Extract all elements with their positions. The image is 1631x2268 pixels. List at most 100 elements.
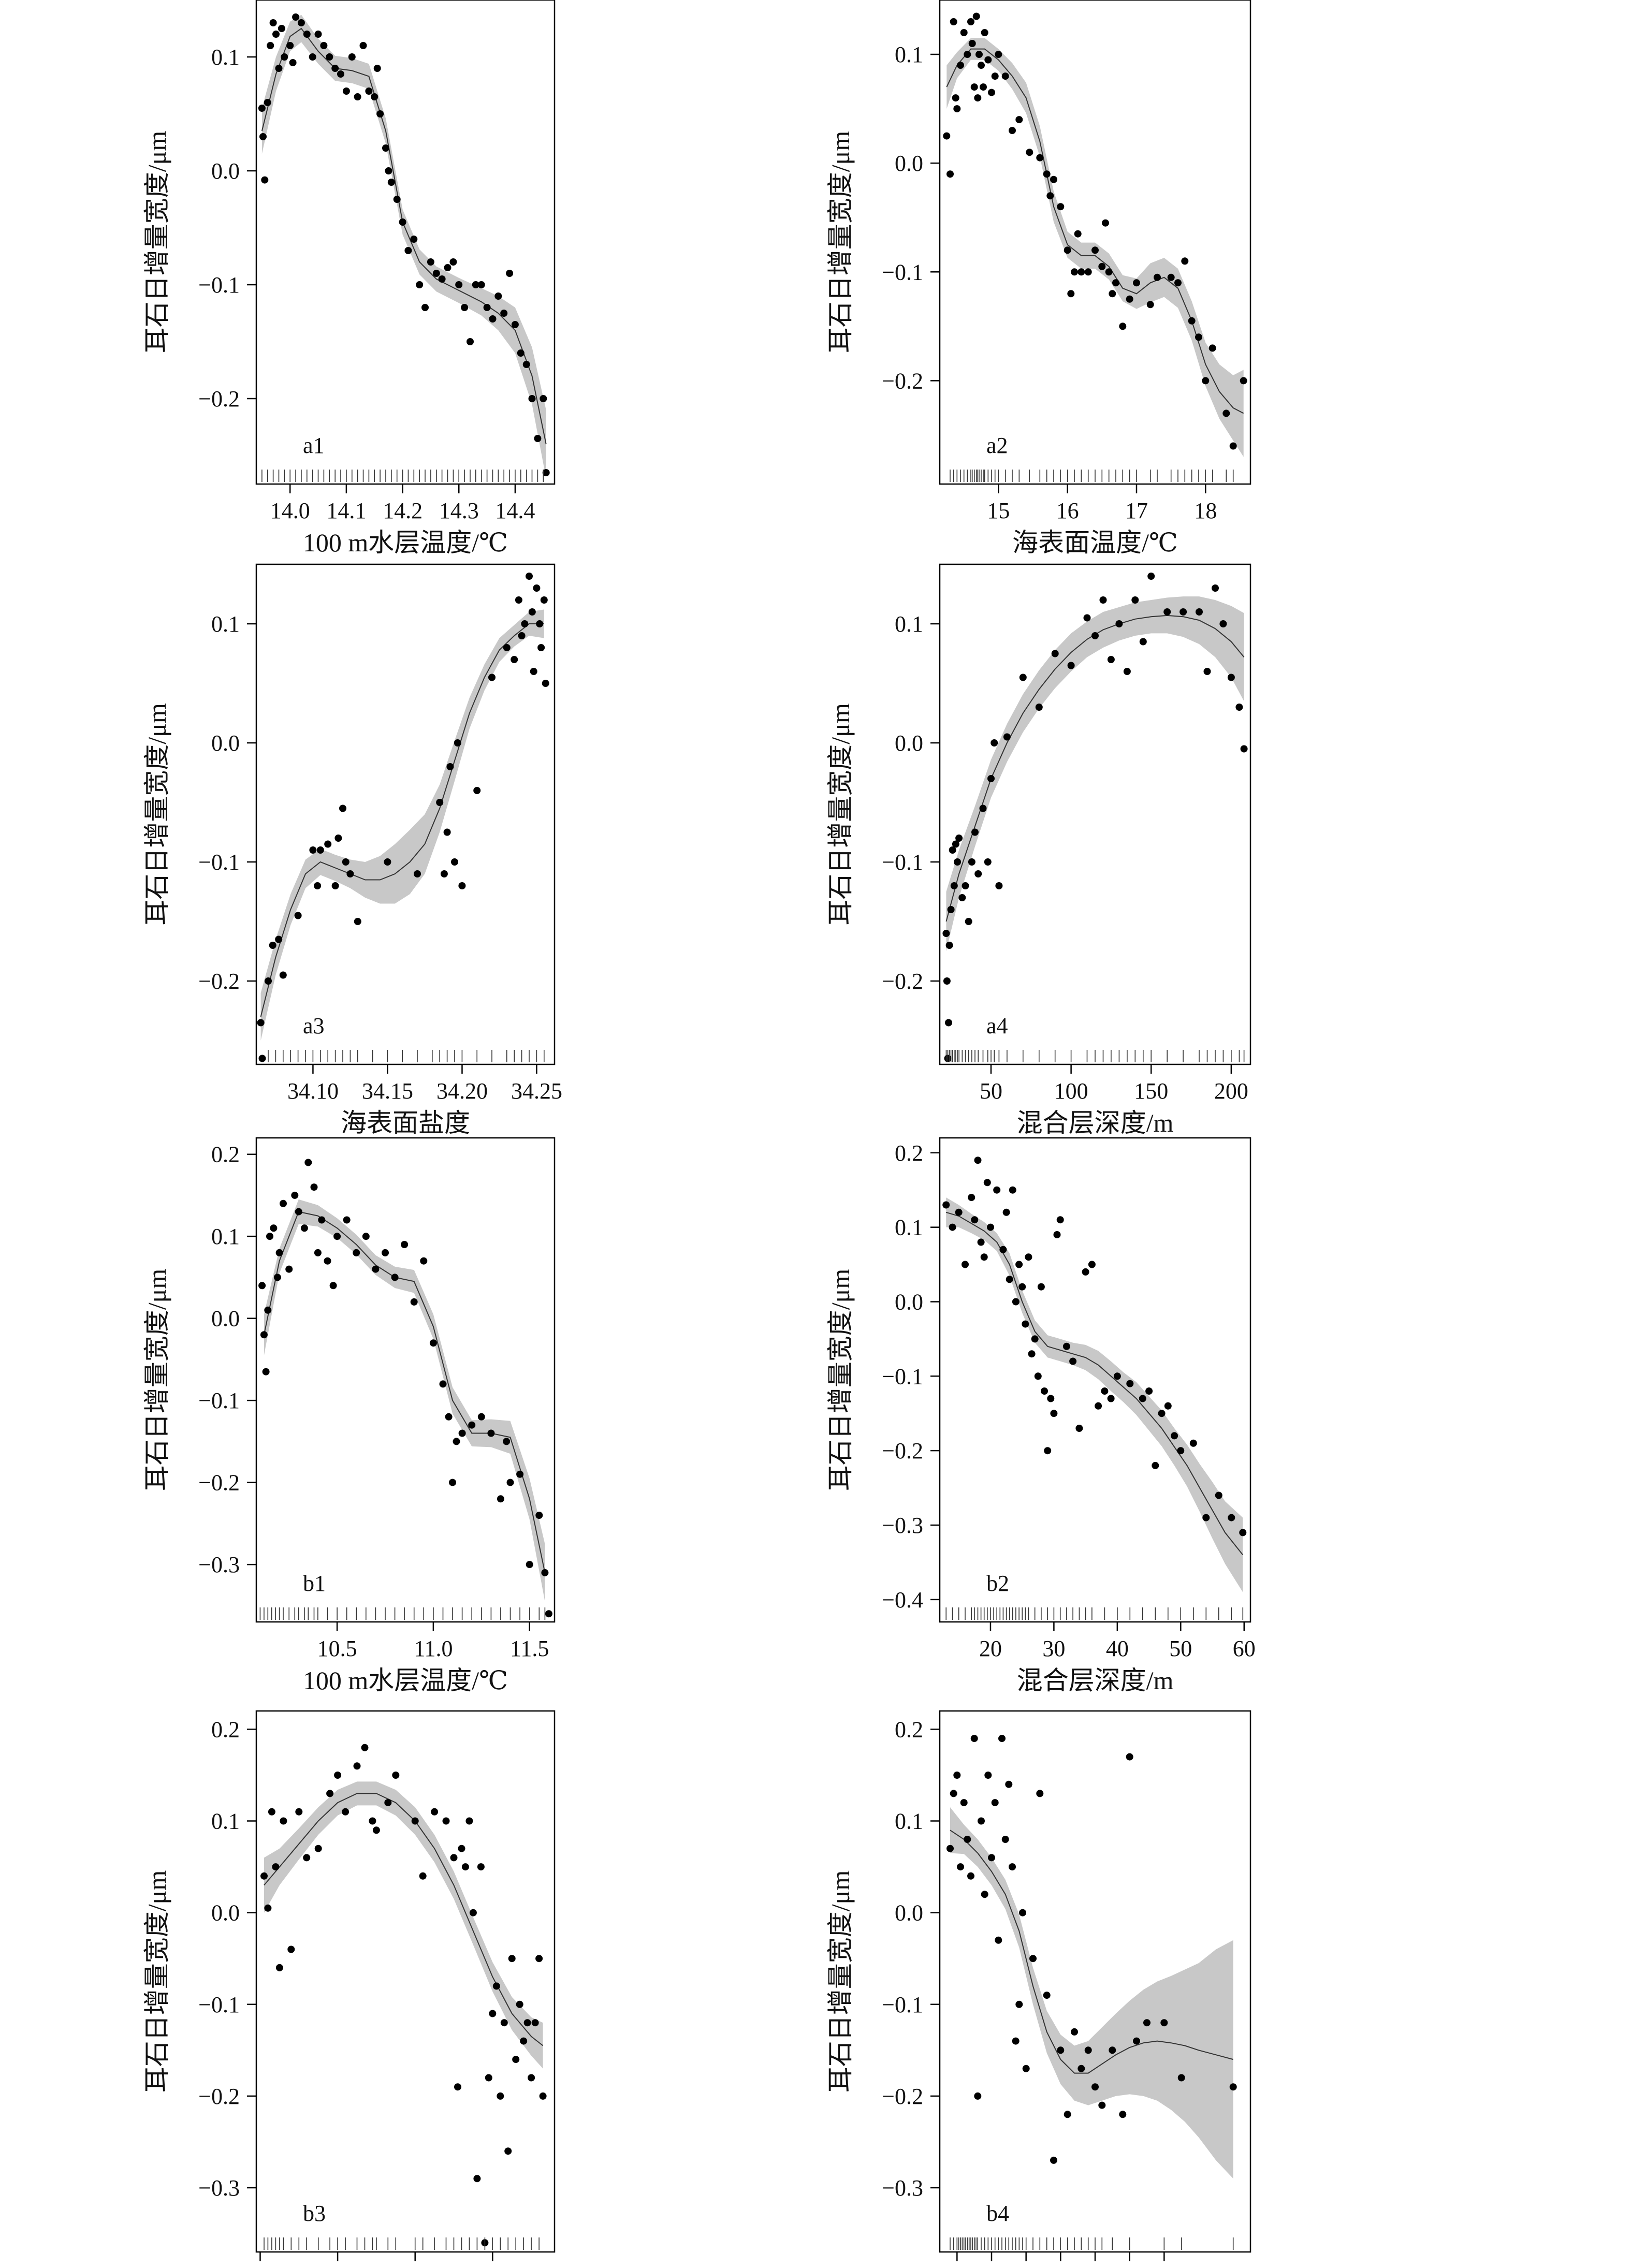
- data-point: [1174, 279, 1182, 287]
- smooth-line: [260, 623, 544, 1017]
- data-point: [281, 53, 288, 61]
- plot-frame: [939, 0, 1251, 485]
- data-point: [391, 1274, 399, 1281]
- x-tick-label: 50: [980, 1078, 1002, 1104]
- data-point: [477, 281, 485, 288]
- data-point: [387, 179, 395, 186]
- data-point: [1095, 1402, 1102, 1410]
- data-point: [1047, 1395, 1055, 1402]
- panel-label: b3: [303, 2201, 326, 2226]
- data-point: [473, 787, 481, 794]
- data-point: [264, 1904, 272, 1912]
- data-point: [1145, 1387, 1153, 1395]
- data-point: [536, 620, 544, 627]
- data-point: [432, 270, 440, 277]
- data-point: [1219, 620, 1227, 627]
- data-point: [1012, 1298, 1020, 1306]
- data-point: [517, 349, 525, 357]
- data-point: [416, 281, 424, 288]
- y-tick-label: 0.2: [211, 1717, 240, 1742]
- y-tick-label: −0.1: [198, 272, 240, 298]
- data-point: [1071, 268, 1078, 276]
- data-point: [1029, 1955, 1037, 1963]
- plot-frame: [939, 563, 1251, 1065]
- y-tick-label: 0.0: [211, 158, 240, 184]
- confidence-band: [264, 1199, 545, 1602]
- x-axis-label: 海表面盐度: [341, 1108, 470, 1137]
- data-point: [472, 281, 479, 288]
- y-tick-label: −0.1: [882, 850, 923, 875]
- data-point: [991, 739, 998, 747]
- data-point: [359, 42, 367, 49]
- confidence-band: [946, 596, 1244, 952]
- x-tick-label: 0.2: [943, 2266, 971, 2268]
- data-point: [436, 799, 444, 806]
- data-point: [262, 1368, 270, 1376]
- data-point: [1044, 1447, 1052, 1455]
- data-point: [333, 1233, 341, 1240]
- data-point: [539, 2092, 547, 2100]
- data-point: [967, 18, 974, 25]
- data-point: [1075, 1425, 1083, 1432]
- data-point: [451, 858, 458, 866]
- x-tick-label: 0.5: [1046, 2266, 1075, 2268]
- data-point: [506, 270, 514, 277]
- data-point: [450, 1854, 458, 1862]
- data-point: [500, 310, 508, 317]
- data-point: [273, 1274, 281, 1281]
- data-point: [1019, 674, 1027, 681]
- data-point: [373, 65, 381, 72]
- data-point: [528, 2074, 535, 2082]
- data-point: [1154, 273, 1161, 281]
- data-point: [984, 56, 992, 64]
- data-point: [449, 1479, 456, 1486]
- data-point: [1119, 2111, 1127, 2118]
- data-point: [516, 2000, 523, 2008]
- data-point: [533, 584, 541, 592]
- data-point: [275, 935, 283, 943]
- data-point: [295, 1208, 302, 1216]
- data-point: [974, 2092, 982, 2100]
- data-point: [970, 83, 978, 91]
- data-point: [1050, 175, 1057, 183]
- y-axis-label: 耳石日增量宽度/μm: [142, 703, 171, 926]
- data-point: [314, 31, 322, 38]
- data-point: [1091, 2083, 1099, 2091]
- y-tick-label: 0.0: [895, 151, 923, 176]
- panel-label: a1: [303, 433, 325, 458]
- data-point: [258, 105, 266, 112]
- plot-area: [942, 573, 1248, 1062]
- data-point: [497, 2092, 504, 2100]
- data-point: [995, 882, 1003, 889]
- data-point: [1126, 1380, 1134, 1387]
- data-point: [1229, 2083, 1237, 2091]
- data-point: [259, 133, 267, 140]
- data-point: [531, 2019, 539, 2027]
- data-point: [1126, 295, 1133, 303]
- data-point: [946, 1845, 954, 1852]
- data-point: [1123, 668, 1131, 675]
- data-point: [324, 840, 332, 848]
- data-point: [1228, 1514, 1235, 1521]
- data-point: [943, 132, 951, 140]
- data-point: [955, 1208, 963, 1216]
- data-point: [1077, 2065, 1085, 2072]
- x-tick-label: 100: [1054, 1078, 1088, 1104]
- panel-a4: 50 100 150 200 −0.2 −0.1 0.0 0.1 a4 混合层深度/m 耳石日增量宽…: [826, 563, 1251, 1137]
- data-point: [280, 1199, 287, 1207]
- x-tick-label: 16: [1056, 498, 1079, 523]
- data-point: [1102, 219, 1109, 227]
- data-point: [960, 1799, 968, 1807]
- data-point: [442, 1817, 450, 1825]
- data-point: [275, 1249, 283, 1256]
- smooth-line: [263, 1211, 546, 1573]
- data-point: [1084, 2046, 1092, 2054]
- data-point: [401, 1241, 409, 1248]
- data-point: [506, 1479, 514, 1486]
- x-tick-label: 14.1: [326, 498, 366, 523]
- data-point: [1077, 268, 1085, 276]
- data-point: [1146, 301, 1154, 309]
- data-point: [278, 25, 285, 32]
- x-tick-label: 18: [326, 2266, 349, 2268]
- confidence-band: [950, 1807, 1233, 2179]
